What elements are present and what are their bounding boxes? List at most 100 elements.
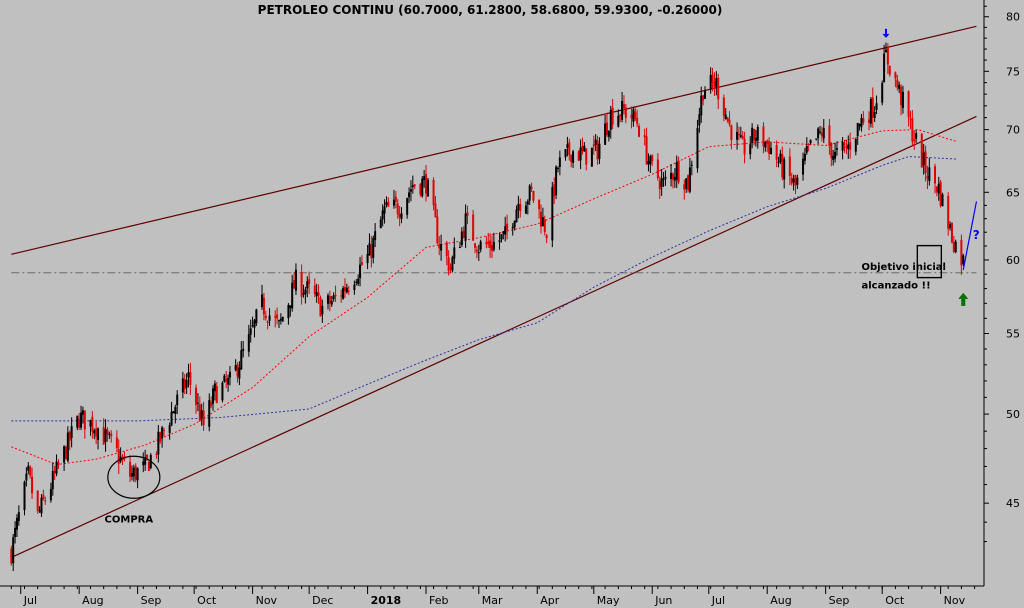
candle [572,149,575,168]
candle [577,150,580,161]
candle [15,514,18,537]
candle [14,521,17,544]
candle [394,191,397,209]
candle [319,295,322,317]
candle [647,153,650,172]
candle [643,128,646,146]
candle [400,207,403,224]
candle [609,105,612,139]
candle [528,184,531,206]
candle [847,135,850,159]
candle [532,190,535,203]
candle [551,181,554,248]
candle [66,426,69,463]
candle [515,205,518,223]
candle [355,279,358,286]
candle [110,430,113,443]
y-tick-label: 50 [1006,408,1020,421]
candle [55,454,58,477]
candle [803,147,806,165]
y-tick-label: 55 [1006,328,1020,341]
candle [822,119,825,144]
projection-line [962,201,978,270]
candle [702,94,705,106]
candle [949,221,952,231]
candle [249,319,252,343]
candle [722,94,725,122]
candle [97,427,100,450]
candle [374,223,377,248]
candle [492,232,495,252]
candle [860,113,863,132]
candle [604,115,607,145]
chart-title: PETROLEO CONTINU (60.7000, 61.2800, 58.6… [258,3,723,17]
candle [545,233,548,244]
candle [185,373,188,394]
candle [700,86,703,123]
candle [396,199,399,219]
candle [274,310,277,328]
candle [788,148,791,186]
candle [741,131,744,140]
candle [504,216,507,242]
candle [392,189,395,209]
candle [485,236,488,249]
candle [36,490,39,514]
candle [568,138,571,161]
candle [306,276,309,298]
candle [900,84,903,116]
candle [709,67,712,94]
candle [353,280,356,295]
candle [558,150,561,176]
x-tick-label: Sep [141,594,162,607]
candle [174,404,177,424]
x-tick-label: Feb [429,594,448,607]
candle [883,44,886,83]
candle [901,85,904,114]
candle [276,307,279,325]
candle [479,239,482,253]
x-tick-label: Nov [256,594,278,607]
candle [234,359,237,372]
candle [91,411,94,439]
candle [261,284,264,310]
candle [277,319,280,329]
candle [163,427,165,437]
candle [645,127,648,166]
candle [129,455,132,483]
x-tick-label: Mar [482,594,503,607]
candle [849,132,852,159]
candle [698,107,701,133]
candle [664,170,667,186]
candle [321,299,324,323]
candle [80,405,83,431]
candle [281,316,284,323]
candle [117,439,120,474]
candle [366,244,369,270]
candle [939,179,942,208]
x-tick-label: Jul [23,594,37,607]
candle [856,122,859,145]
candle [743,131,746,164]
candle [792,174,795,191]
candle [817,127,820,145]
candle [57,459,60,470]
candle [242,340,245,358]
objective-label-1: Objetivo inicial [861,262,945,273]
candle [83,410,86,439]
candle [670,163,673,187]
x-tick-label: Aug [82,594,103,607]
candle [881,80,884,106]
candle [888,65,891,77]
candle [189,362,192,396]
candle [279,313,282,325]
objective-label-2: alcanzado !! [861,281,930,292]
x-tick-label: Oct [197,594,217,607]
candle [656,153,659,181]
candle [756,124,759,149]
candle [524,201,527,215]
candle [104,419,107,452]
candle [70,417,73,448]
candle [802,152,805,181]
